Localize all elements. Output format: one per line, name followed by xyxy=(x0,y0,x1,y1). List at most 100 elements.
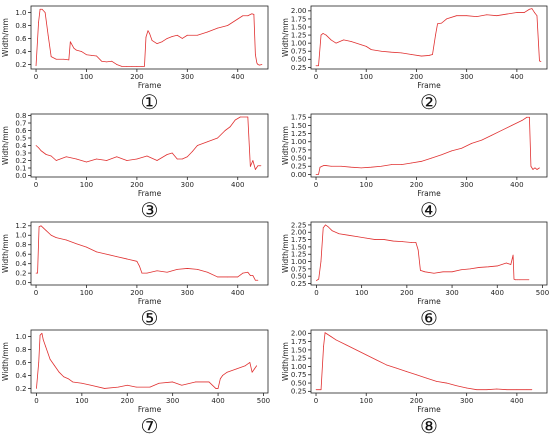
data-point xyxy=(38,21,39,23)
data-point xyxy=(136,158,138,160)
data-point xyxy=(161,41,163,43)
x-tick-label: 200 xyxy=(130,73,143,81)
data-point xyxy=(141,66,143,67)
data-point xyxy=(252,275,254,276)
y-tick-label: 0.8 xyxy=(15,346,26,354)
data-point xyxy=(360,44,362,46)
y-tick-label: 1.75 xyxy=(291,15,307,23)
data-point xyxy=(411,242,412,243)
data-point xyxy=(116,156,118,158)
y-tick-label: 1.25 xyxy=(291,31,307,39)
data-point xyxy=(478,267,480,268)
data-point xyxy=(234,119,236,121)
data-point xyxy=(456,385,457,387)
plot-frame xyxy=(310,113,548,178)
data-point xyxy=(106,253,107,255)
data-point xyxy=(355,349,357,351)
data-point xyxy=(257,165,259,167)
chart-panel-6: 0 100 200 300 400 500 0.250.500.751.001.251.50… xyxy=(281,221,549,330)
data-point xyxy=(68,59,70,61)
data-point xyxy=(252,160,254,161)
data-point xyxy=(531,389,533,391)
y-tick-label: 1.50 xyxy=(291,346,307,354)
data-point xyxy=(347,234,349,236)
data-point xyxy=(39,8,41,10)
panel-marker: ⑦ xyxy=(141,414,159,438)
data-point xyxy=(197,34,198,36)
data-point xyxy=(207,141,208,143)
data-point xyxy=(476,16,478,18)
panel-marker: ⑤ xyxy=(141,306,159,330)
y-tick-label: 2.00 xyxy=(291,330,307,338)
data-point xyxy=(247,271,249,273)
data-point xyxy=(55,58,57,60)
data-point xyxy=(149,32,150,34)
y-tick-label: 2.00 xyxy=(291,229,307,237)
data-point xyxy=(320,34,322,36)
data-point xyxy=(510,264,512,265)
data-point xyxy=(39,334,41,336)
data-point xyxy=(350,41,352,42)
data-point xyxy=(166,271,168,273)
y-tick-label: 0.0 xyxy=(15,279,26,287)
data-point xyxy=(217,276,218,278)
data-point xyxy=(392,240,394,242)
x-tick-label: 200 xyxy=(130,181,143,189)
x-tick-label: 200 xyxy=(410,73,423,81)
series-line-1 xyxy=(316,332,532,391)
y-tick-label: 0.75 xyxy=(291,265,307,273)
data-point xyxy=(126,66,128,67)
data-point xyxy=(121,66,123,67)
y-tick-label: 1.0 xyxy=(15,333,26,341)
data-point xyxy=(411,54,412,55)
data-point xyxy=(421,55,422,57)
data-point xyxy=(374,239,376,240)
x-tick-label: 400 xyxy=(491,289,504,297)
x-tick-label: 100 xyxy=(360,397,373,405)
y-axis-label: Width/mm xyxy=(1,126,10,165)
x-axis-label: Frame xyxy=(138,297,162,306)
data-point xyxy=(324,332,326,333)
series-line-1 xyxy=(36,225,258,281)
data-point xyxy=(250,166,251,167)
data-point xyxy=(172,381,174,383)
plot-frame xyxy=(30,329,269,394)
data-point xyxy=(38,147,39,149)
y-tick-label: 2.00 xyxy=(291,7,307,15)
series-line-1 xyxy=(316,8,542,67)
x-tick-label: 100 xyxy=(80,289,93,297)
data-point xyxy=(441,154,442,156)
data-point xyxy=(208,381,210,383)
data-point xyxy=(325,34,327,36)
y-tick-label: 0.3 xyxy=(15,149,26,157)
data-point xyxy=(360,167,362,169)
data-point xyxy=(315,174,317,175)
data-point xyxy=(322,33,324,34)
data-point xyxy=(331,230,333,232)
x-tick-label: 100 xyxy=(80,73,93,81)
data-point xyxy=(249,362,251,363)
data-point xyxy=(259,165,260,167)
x-tick-label: 0 xyxy=(314,289,318,297)
y-axis-label: Width/mm xyxy=(1,18,10,57)
data-point xyxy=(101,60,102,62)
data-point xyxy=(315,65,317,67)
data-point xyxy=(437,23,438,25)
y-tick-label: 0.4 xyxy=(15,48,27,56)
data-point xyxy=(330,336,332,337)
x-axis-label: Frame xyxy=(138,81,162,90)
y-tick-label: 0.6 xyxy=(15,35,27,43)
y-tick-label: 0.4 xyxy=(15,260,27,268)
panel-marker: ⑥ xyxy=(420,306,438,330)
data-point xyxy=(41,8,43,10)
y-tick-label: 0.75 xyxy=(291,48,307,56)
data-point xyxy=(416,374,417,376)
data-point xyxy=(260,165,262,167)
data-point xyxy=(207,271,208,273)
x-tick-label: 400 xyxy=(510,181,523,189)
data-point xyxy=(90,384,92,386)
y-tick-label: 1.00 xyxy=(291,258,307,266)
x-tick-label: 100 xyxy=(355,289,368,297)
y-tick-label: 1.2 xyxy=(15,222,26,230)
